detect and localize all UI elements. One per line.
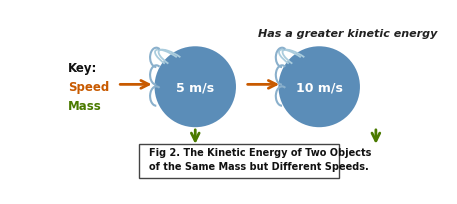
Text: Mass: Mass xyxy=(68,100,101,113)
Ellipse shape xyxy=(154,47,236,128)
Text: Fig 2. The Kinetic Energy of Two Objects: Fig 2. The Kinetic Energy of Two Objects xyxy=(149,147,371,157)
Text: 10 m/s: 10 m/s xyxy=(296,81,343,94)
Text: of the Same Mass but Different Speeds.: of the Same Mass but Different Speeds. xyxy=(149,162,368,172)
Text: Key:: Key: xyxy=(68,62,97,75)
Ellipse shape xyxy=(278,47,360,128)
FancyBboxPatch shape xyxy=(138,144,339,178)
Text: 5 m/s: 5 m/s xyxy=(176,81,214,94)
Text: Has a greater kinetic energy: Has a greater kinetic energy xyxy=(258,29,437,39)
Text: Speed: Speed xyxy=(68,81,109,94)
